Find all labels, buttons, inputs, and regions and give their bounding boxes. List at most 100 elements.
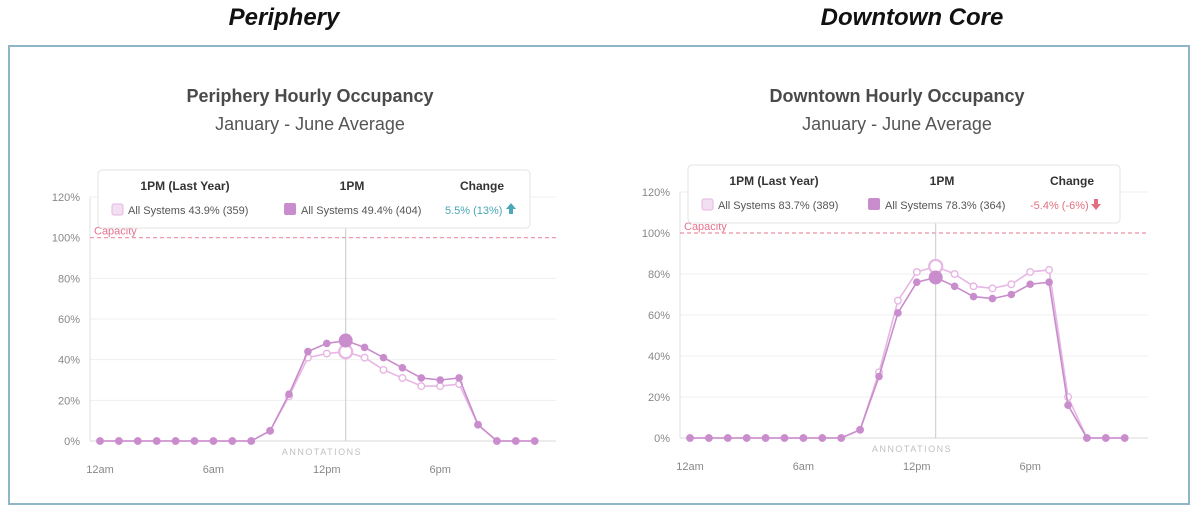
- periphery-last-year-point: [398, 373, 407, 382]
- periphery-tooltip-box: [97, 169, 531, 229]
- periphery-current-point: [338, 333, 353, 348]
- downtown-chart-title: Downtown Hourly Occupancy: [769, 86, 1025, 106]
- downtown-current-point: [1045, 278, 1053, 287]
- downtown-y-tick-label: 60%: [648, 310, 670, 322]
- downtown-current-point: [1026, 280, 1034, 289]
- periphery-last-year-point: [360, 353, 369, 362]
- periphery-current-point: [323, 339, 331, 348]
- downtown-current-point: [928, 270, 943, 285]
- periphery-tooltip-current-swatch: [284, 203, 296, 215]
- downtown-current-point: [1007, 290, 1016, 299]
- periphery-y-tick-label: 80%: [58, 273, 80, 285]
- periphery-chart-title: Periphery Hourly Occupancy: [186, 86, 434, 106]
- periphery-current-point: [512, 437, 520, 445]
- periphery-tooltip-change-text: 5.5% (13%): [445, 205, 502, 217]
- periphery-current-point: [115, 437, 123, 445]
- periphery-current-point: [190, 437, 199, 445]
- periphery-annotations-label: ANNOTATIONS: [282, 447, 362, 457]
- downtown-last-year-point: [1026, 267, 1035, 276]
- periphery-x-tick-label: 6pm: [429, 464, 450, 476]
- periphery-current-point: [285, 390, 293, 399]
- downtown-tooltip-header: 1PM: [930, 174, 955, 188]
- periphery-last-year-point: [379, 365, 388, 374]
- downtown-x-tick-label: 12am: [676, 461, 704, 473]
- downtown-heading: Downtown Core: [820, 4, 1004, 31]
- downtown-y-tick-label: 100%: [642, 228, 670, 240]
- downtown-tooltip-last-year-text: All Systems 83.7% (389): [718, 200, 838, 212]
- downtown-tooltip-last-year-swatch: [701, 198, 714, 211]
- downtown-current-point: [818, 434, 827, 442]
- periphery-tooltip-last-year-text: All Systems 43.9% (359): [128, 205, 248, 217]
- downtown-tooltip-box: [687, 164, 1121, 224]
- downtown-current-point: [780, 434, 789, 442]
- periphery-change-up-arrow-icon: [506, 203, 516, 214]
- downtown-current-point: [1102, 434, 1110, 442]
- periphery-capacity-label: Capacity: [94, 226, 137, 238]
- downtown-y-tick-label: 80%: [648, 269, 670, 281]
- downtown-x-tick-label: 12pm: [903, 461, 931, 473]
- periphery-y-tick-label: 60%: [58, 314, 80, 326]
- periphery-current-point: [417, 374, 426, 382]
- periphery-last-year-point: [322, 349, 331, 358]
- downtown-tooltip-header: 1PM (Last Year): [729, 174, 818, 188]
- downtown-current-point: [988, 294, 997, 303]
- downtown-current-point: [799, 434, 808, 442]
- downtown-current-point: [1064, 401, 1072, 410]
- periphery-current-point: [209, 437, 218, 445]
- charts-frame: [8, 45, 1190, 505]
- downtown-current-point: [950, 282, 959, 291]
- downtown-capacity-label: Capacity: [684, 221, 727, 233]
- downtown-last-year-point: [1045, 265, 1054, 274]
- downtown-current-point: [724, 434, 732, 442]
- periphery-current-point: [360, 343, 369, 352]
- downtown-y-tick-label: 40%: [648, 351, 670, 363]
- periphery-current-point: [398, 364, 407, 372]
- downtown-change-down-arrow-icon: [1091, 199, 1101, 210]
- periphery-last-year-point: [417, 382, 426, 391]
- downtown-chart-subtitle: January - June Average: [802, 114, 992, 134]
- periphery-tooltip-header: 1PM: [340, 179, 365, 193]
- downtown-current-series-line: [690, 276, 1125, 439]
- downtown-last-year-point: [950, 270, 959, 279]
- downtown-y-tick-label: 120%: [642, 187, 670, 199]
- periphery-y-tick-label: 0%: [64, 436, 80, 448]
- downtown-x-tick-label: 6pm: [1019, 461, 1040, 473]
- periphery-current-point: [474, 420, 482, 429]
- downtown-last-year-point: [988, 284, 997, 293]
- periphery-current-point: [304, 347, 312, 356]
- periphery-tooltip-current-text: All Systems 49.4% (404): [301, 205, 421, 217]
- periphery-current-point: [455, 374, 463, 382]
- downtown-last-year-point: [893, 296, 902, 305]
- downtown-current-point: [913, 278, 921, 287]
- downtown-tooltip-header: Change: [1050, 174, 1094, 188]
- downtown-last-year-point: [912, 267, 921, 276]
- periphery-current-point: [96, 437, 104, 445]
- periphery-tooltip-header: 1PM (Last Year): [140, 179, 229, 193]
- downtown-tooltip-current-swatch: [868, 198, 880, 210]
- periphery-current-point: [152, 437, 161, 445]
- downtown-current-point: [686, 434, 694, 442]
- periphery-y-tick-label: 40%: [58, 355, 80, 367]
- periphery-y-tick-label: 100%: [52, 233, 80, 245]
- periphery-current-point: [171, 437, 180, 445]
- downtown-current-point: [969, 292, 978, 301]
- periphery-current-point: [379, 353, 388, 362]
- periphery-current-point: [134, 437, 142, 445]
- downtown-tooltip-current-text: All Systems 78.3% (364): [885, 200, 1005, 212]
- periphery-chart-subtitle: January - June Average: [215, 114, 405, 134]
- downtown-y-tick-label: 20%: [648, 392, 670, 404]
- downtown-last-year-point: [969, 282, 978, 291]
- periphery-x-tick-label: 12am: [86, 464, 114, 476]
- downtown-current-point: [875, 372, 883, 381]
- downtown-current-point: [856, 426, 864, 434]
- downtown-current-point: [837, 434, 846, 442]
- downtown-last-year-point: [1007, 280, 1016, 289]
- periphery-current-point: [266, 427, 274, 435]
- periphery-y-tick-label: 20%: [58, 395, 80, 407]
- periphery-current-point: [228, 437, 237, 445]
- downtown-current-point: [1120, 434, 1129, 442]
- downtown-current-point: [1083, 434, 1091, 442]
- periphery-y-tick-label: 120%: [52, 192, 80, 204]
